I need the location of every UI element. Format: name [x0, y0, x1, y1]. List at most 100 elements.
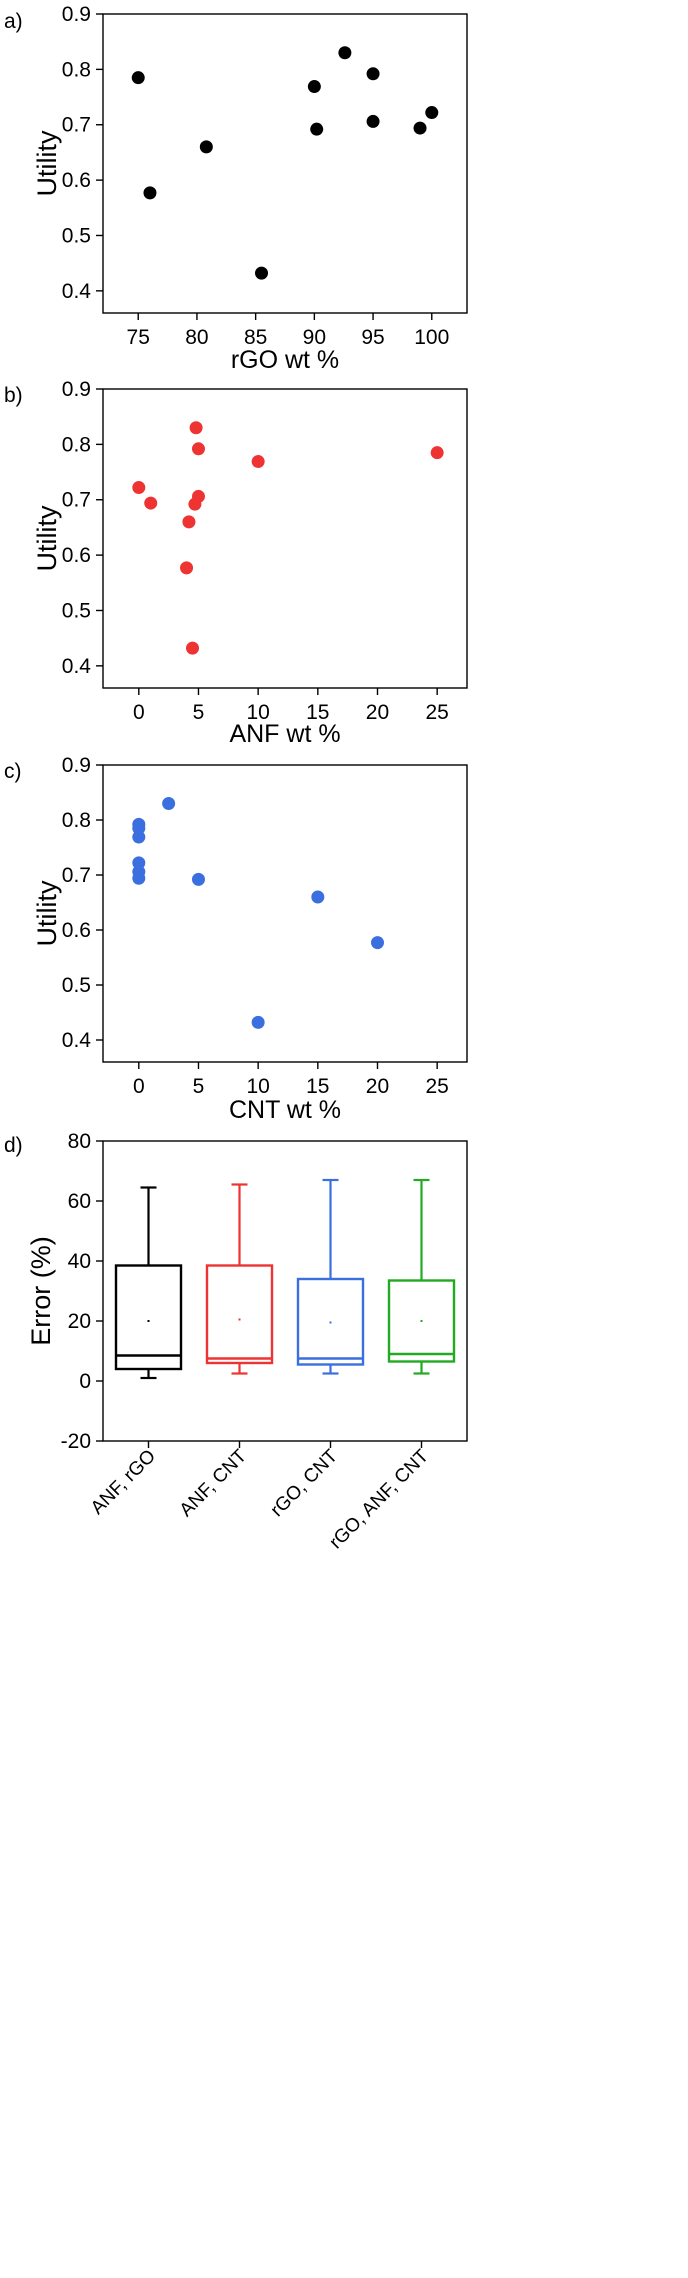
x-axis-label: rGO wt % — [231, 346, 339, 374]
y-tick-label: 0.5 — [62, 974, 91, 997]
box-3 — [296, 1178, 365, 1375]
x-axis-label: CNT wt % — [229, 1096, 341, 1124]
x-tick-label: 10 — [246, 701, 269, 724]
x-category-label: ANF, rGO — [87, 1446, 160, 1519]
box-1 — [114, 1186, 183, 1380]
x-tick-label: 5 — [193, 1075, 205, 1098]
y-axis-label: Utility — [32, 880, 62, 946]
chart-panel-1: a) 0.4 0.5 0.6 0.7 0.8 0.9 Utility 75 80 85 90 95 100… — [4, 3, 468, 374]
panel-label: b) — [4, 384, 23, 407]
data-point — [311, 890, 325, 904]
x-category-label: rGO, CNT — [267, 1445, 343, 1521]
data-point — [144, 496, 158, 510]
y-tick-label: 20 — [68, 1310, 91, 1333]
y-tick-label: 60 — [68, 1190, 91, 1213]
data-point — [255, 266, 269, 280]
x-tick-label: 75 — [127, 326, 150, 349]
y-axis-label: Error (%) — [26, 1236, 56, 1346]
plot-frame — [102, 13, 468, 314]
data-point — [425, 106, 439, 120]
y-tick-label: 0 — [79, 1370, 91, 1393]
y-tick-label: 0.4 — [62, 280, 92, 303]
box-iqr — [296, 1277, 365, 1366]
y-tick-label: 0.9 — [62, 754, 91, 777]
x-category-label: rGO, ANF, CNT — [326, 1445, 434, 1553]
data-point — [189, 421, 203, 435]
data-point — [162, 797, 176, 810]
data-point — [370, 936, 384, 950]
x-tick-label: 15 — [306, 1075, 329, 1098]
y-tick-label: 80 — [68, 1130, 91, 1153]
data-point — [338, 46, 352, 60]
y-tick-label: 0.5 — [62, 224, 91, 247]
x-tick-label: 90 — [303, 326, 326, 349]
y-tick-label: -20 — [61, 1430, 91, 1453]
y-tick-label: 0.8 — [62, 809, 91, 832]
y-tick-label: 0.7 — [62, 864, 91, 887]
box-mean — [329, 1321, 332, 1324]
y-axis-label: Utility — [32, 130, 62, 196]
box-iqr — [205, 1264, 274, 1365]
box-mean — [238, 1318, 241, 1321]
y-tick-label: 0.5 — [62, 599, 91, 622]
x-tick-label: 85 — [244, 326, 267, 349]
box-mean — [147, 1320, 150, 1322]
data-point — [191, 442, 205, 456]
x-tick-label: 20 — [366, 1075, 389, 1098]
y-axis-label: Utility — [32, 505, 62, 571]
data-point — [132, 871, 146, 885]
panel-label: a) — [4, 10, 23, 33]
x-tick-label: 0 — [133, 701, 145, 724]
y-tick-label: 0.6 — [62, 919, 91, 942]
y-tick-label: 0.8 — [62, 433, 91, 456]
y-tick-label: 0.8 — [62, 58, 91, 81]
data-point — [430, 446, 444, 460]
panel-label: c) — [4, 760, 22, 783]
x-tick-label: 25 — [425, 1075, 448, 1098]
y-tick-label: 0.4 — [62, 1029, 92, 1052]
data-point — [191, 872, 205, 886]
data-point — [143, 186, 157, 200]
x-tick-label: 15 — [306, 701, 329, 724]
data-point — [251, 1015, 265, 1029]
data-point — [199, 140, 213, 154]
data-point — [180, 561, 194, 575]
box-iqr — [114, 1264, 183, 1371]
y-tick-label: 0.9 — [62, 3, 91, 26]
y-tick-label: 0.4 — [62, 655, 92, 678]
x-tick-label: 80 — [185, 326, 208, 349]
box-2 — [205, 1183, 274, 1375]
data-point — [132, 481, 146, 495]
plot-frame — [102, 388, 468, 689]
x-tick-label: 0 — [133, 1075, 145, 1098]
y-tick-label: 0.7 — [62, 114, 91, 137]
panel-label: d) — [4, 1134, 23, 1157]
x-tick-label: 5 — [193, 701, 205, 724]
x-tick-label: 20 — [366, 701, 389, 724]
data-point — [310, 122, 324, 136]
x-tick-label: 10 — [246, 1075, 269, 1098]
box-mean — [420, 1320, 423, 1322]
box-iqr — [387, 1279, 456, 1363]
data-point — [413, 121, 427, 135]
x-tick-label: 25 — [425, 701, 448, 724]
x-axis-label: ANF wt % — [229, 720, 340, 748]
x-tick-label: 100 — [414, 326, 449, 349]
box-4 — [387, 1178, 456, 1375]
y-tick-label: 0.9 — [62, 378, 91, 401]
data-point — [366, 114, 380, 128]
data-point — [251, 455, 265, 469]
data-point — [182, 515, 196, 529]
chart-panel-3: c) 0.4 0.5 0.6 0.7 0.8 0.9 Utility 0 5 10 15 20 25 CNT… — [4, 754, 468, 1124]
y-tick-label: 0.6 — [62, 169, 91, 192]
x-tick-label: 95 — [361, 326, 384, 349]
data-point — [366, 67, 380, 81]
chart-panel-2: b) 0.4 0.5 0.6 0.7 0.8 0.9 Utility 0 5 10 15 20 25 ANF… — [4, 378, 468, 748]
data-point — [307, 80, 321, 94]
plot-frame — [102, 1140, 468, 1442]
data-point — [131, 71, 145, 85]
y-tick-label: 40 — [68, 1250, 91, 1273]
data-point — [132, 830, 146, 844]
